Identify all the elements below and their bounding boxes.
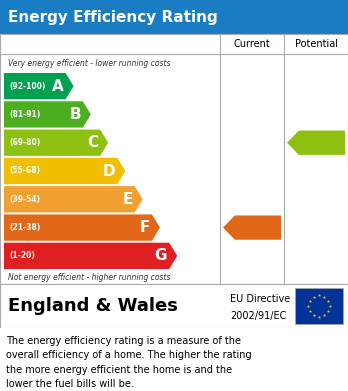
Text: (21-38): (21-38) (9, 223, 40, 232)
Text: EU Directive: EU Directive (230, 294, 290, 305)
Bar (0, 328, 348, 391)
Polygon shape (223, 215, 281, 240)
Text: Energy Efficiency Rating: Energy Efficiency Rating (8, 10, 218, 25)
Text: A: A (52, 79, 64, 93)
Bar (0, 284, 348, 328)
Text: Current: Current (234, 39, 270, 49)
Polygon shape (287, 131, 345, 155)
Bar (0, 0, 348, 34)
Bar (295, 288, 343, 324)
Text: Very energy efficient - lower running costs: Very energy efficient - lower running co… (8, 59, 171, 68)
Text: 2002/91/EC: 2002/91/EC (230, 311, 286, 321)
Polygon shape (4, 214, 160, 241)
Text: Not energy efficient - higher running costs: Not energy efficient - higher running co… (8, 273, 171, 283)
Text: D: D (103, 163, 116, 179)
Bar (0, 34, 348, 284)
Text: England & Wales: England & Wales (8, 297, 178, 315)
Text: B: B (69, 107, 81, 122)
Polygon shape (4, 243, 177, 269)
Text: 34: 34 (248, 221, 268, 235)
Polygon shape (4, 129, 108, 156)
Text: (39-54): (39-54) (9, 195, 40, 204)
Text: (1-20): (1-20) (9, 251, 35, 260)
Polygon shape (4, 73, 73, 99)
Polygon shape (4, 158, 125, 184)
Text: C: C (87, 135, 98, 150)
Text: (81-91): (81-91) (9, 110, 40, 119)
Text: (69-80): (69-80) (9, 138, 40, 147)
Polygon shape (4, 101, 91, 127)
Text: Potential: Potential (294, 39, 338, 49)
Text: 74: 74 (312, 136, 332, 150)
Polygon shape (4, 186, 143, 212)
Text: F: F (140, 220, 150, 235)
Text: E: E (122, 192, 133, 207)
Text: G: G (155, 248, 167, 264)
Text: (92-100): (92-100) (9, 82, 45, 91)
Text: (55-68): (55-68) (9, 167, 40, 176)
Text: The energy efficiency rating is a measure of the
overall efficiency of a home. T: The energy efficiency rating is a measur… (6, 336, 252, 389)
